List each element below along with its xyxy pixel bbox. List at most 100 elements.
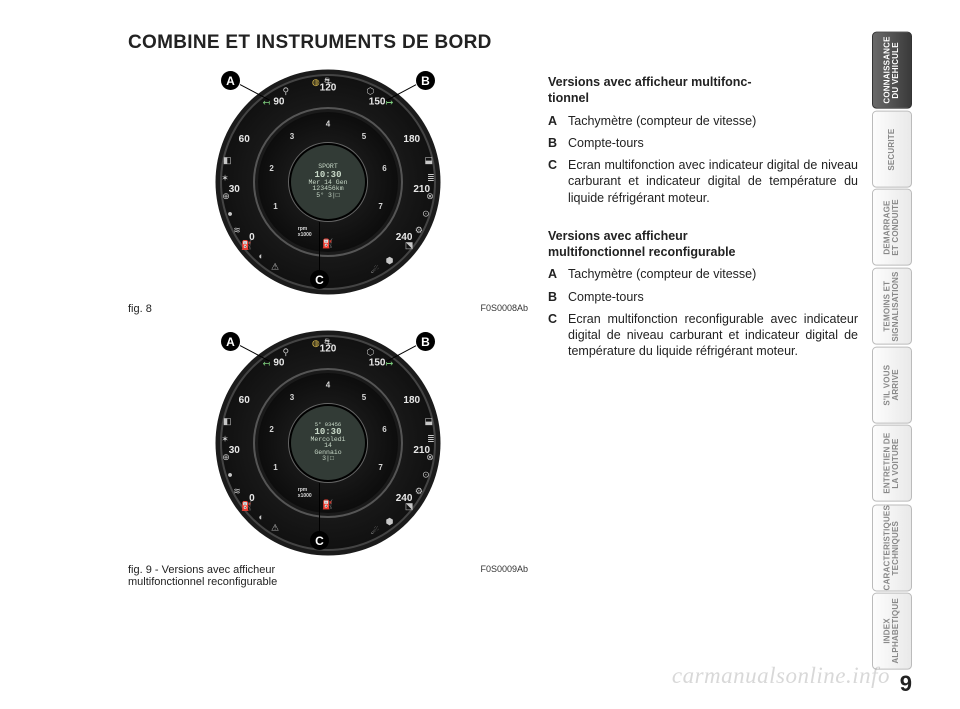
warning-icon: ⚙ xyxy=(413,485,424,496)
page: COMBINE ET INSTRUMENTS DE BORD SPORT 10:… xyxy=(128,32,858,677)
definition-key: A xyxy=(548,113,568,129)
warning-icon: ✶ xyxy=(220,172,231,183)
callout-C-fig8: C xyxy=(310,270,329,289)
warning-icon: ⬢ xyxy=(384,255,395,266)
gauge-fig9: 5° 03456 10:30 Mercoledi 14 Gennaio 3|□ … xyxy=(216,330,441,555)
side-tab[interactable]: CONNAISSANCE DU VEHICULE xyxy=(872,32,912,109)
warning-icon: ☄ xyxy=(369,525,380,536)
warning-icon: ☄ xyxy=(369,264,380,275)
rpm-label: rpm x1000 xyxy=(298,486,312,498)
definition-value: Ecran multifonction avec indicateur digi… xyxy=(568,157,858,206)
definition-item: BCompte-tours xyxy=(548,135,858,151)
definition-key: A xyxy=(548,266,568,282)
warning-icon: ◍ xyxy=(310,338,321,349)
section2-title: Versions avec afficheur multifonctionnel… xyxy=(548,228,858,261)
warning-icon: ⬢ xyxy=(384,516,395,527)
callout-B-fig8: B xyxy=(416,71,435,90)
warning-icon: ⛽ xyxy=(241,500,252,511)
warning-icon: ⬡ xyxy=(365,346,376,357)
definition-item: CEcran multifonction avec indicateur dig… xyxy=(548,157,858,206)
warning-icon: ⚠ xyxy=(270,261,281,272)
rpm-number: 7 xyxy=(378,202,382,211)
warning-icon: ⛽ xyxy=(241,239,252,250)
figure-8-code: F0S0008Ab xyxy=(480,303,528,313)
rpm-number: 1 xyxy=(273,463,277,472)
rpm-number: 4 xyxy=(326,119,330,128)
rpm-number: 6 xyxy=(382,425,386,434)
definition-key: B xyxy=(548,289,568,305)
section1-title: Versions avec afficheur multifonc- tionn… xyxy=(548,74,858,107)
warning-icon: ⚲ xyxy=(280,346,291,357)
warning-icon: ◧ xyxy=(222,416,233,427)
side-tab[interactable]: CARACTERISTIQUES TECHNIQUES xyxy=(872,504,912,591)
definition-key: C xyxy=(548,157,568,206)
speed-number: 150 xyxy=(369,357,386,368)
right-column: Versions avec afficheur multifonc- tionn… xyxy=(548,74,858,677)
speed-number: 90 xyxy=(273,96,284,107)
page-number: 9 xyxy=(900,671,912,697)
side-tabs: CONNAISSANCE DU VEHICULESECURITEDEMARRAG… xyxy=(872,32,912,672)
warning-icon: ◍ xyxy=(310,77,321,88)
rpm-number: 5 xyxy=(362,132,366,141)
side-tab[interactable]: INDEX ALPHABETIQUE xyxy=(872,593,912,670)
warning-icon: ◧ xyxy=(222,155,233,166)
side-tab[interactable]: SECURITE xyxy=(872,111,912,188)
warning-icon: ⊕ xyxy=(221,190,232,201)
rpm-number: 4 xyxy=(326,380,330,389)
section2-list: ATachymètre (compteur de vitesse) BCompte… xyxy=(548,266,858,365)
rpm-number: 1 xyxy=(273,202,277,211)
definition-key: B xyxy=(548,135,568,151)
definition-item: BCompte-tours xyxy=(548,289,858,305)
speed-number: 150 xyxy=(369,96,386,107)
warning-icon: ⬔ xyxy=(404,500,415,511)
warning-icon: ⊗ xyxy=(424,190,435,201)
definition-value: Ecran multifonction reconfigurable avec … xyxy=(568,311,858,360)
definition-value: Compte-tours xyxy=(568,135,858,151)
speed-number: 60 xyxy=(239,133,250,144)
figure-8-canvas: SPORT 10:30 Mer 14 Gen 123456km 5° 3|□ 0… xyxy=(128,64,528,299)
warning-icon: ≋ xyxy=(232,485,243,496)
warning-icon: ⛐ xyxy=(323,76,334,87)
figure-8-caption: fig. 8 xyxy=(128,303,152,315)
rpm-label: rpm x1000 xyxy=(298,225,312,237)
figure-9-canvas: 5° 03456 10:30 Mercoledi 14 Gennaio 3|□ … xyxy=(128,325,528,560)
warning-icon: ⛽ xyxy=(323,238,334,249)
speed-number: 180 xyxy=(403,394,420,405)
warning-icon: ⊗ xyxy=(424,451,435,462)
warning-icon: ⚙ xyxy=(413,224,424,235)
warning-icon: ● xyxy=(225,208,236,219)
figure-9-code: F0S0009Ab xyxy=(480,564,528,574)
warning-icon: ≣ xyxy=(425,172,436,183)
side-tab[interactable]: S'IL VOUS ARRIVE xyxy=(872,347,912,424)
warning-icon: ◐ xyxy=(256,250,267,261)
definition-item: ATachymètre (compteur de vitesse) xyxy=(548,266,858,282)
rpm-number: 2 xyxy=(269,164,273,173)
warning-icon: ≣ xyxy=(425,433,436,444)
callout-B-fig9: B xyxy=(416,332,435,351)
definition-item: CEcran multifonction reconfigurable avec… xyxy=(548,311,858,360)
gauge-fig8: SPORT 10:30 Mer 14 Gen 123456km 5° 3|□ 0… xyxy=(216,69,441,294)
definition-item: ATachymètre (compteur de vitesse) xyxy=(548,113,858,129)
speed-number: 60 xyxy=(239,394,250,405)
warning-icon: ⊕ xyxy=(221,451,232,462)
definition-value: Tachymètre (compteur de vitesse) xyxy=(568,266,858,282)
warning-icon: ✶ xyxy=(220,433,231,444)
warning-icon: ⚠ xyxy=(270,522,281,533)
warning-icon: ⊙ xyxy=(420,208,431,219)
callout-C-fig9: C xyxy=(310,531,329,550)
callout-A-fig8: A xyxy=(221,71,240,90)
side-tab[interactable]: ENTRETIEN DE LA VOITURE xyxy=(872,425,912,502)
side-tab[interactable]: TEMOINS ET SIGNALISATIONS xyxy=(872,268,912,345)
page-title: COMBINE ET INSTRUMENTS DE BORD xyxy=(128,32,528,54)
definition-key: C xyxy=(548,311,568,360)
figure-8: SPORT 10:30 Mer 14 Gen 123456km 5° 3|□ 0… xyxy=(128,64,528,315)
warning-icon: ⬓ xyxy=(423,155,434,166)
rpm-number: 3 xyxy=(290,393,294,402)
lcd-display-fig8: SPORT 10:30 Mer 14 Gen 123456km 5° 3|□ xyxy=(291,145,365,219)
side-tab[interactable]: DEMARRAGE ET CONDUITE xyxy=(872,189,912,266)
warning-icon: ◐ xyxy=(256,511,267,522)
rpm-number: 7 xyxy=(378,463,382,472)
warning-icon: ● xyxy=(225,469,236,480)
rpm-number: 5 xyxy=(362,393,366,402)
warning-icon: ⬓ xyxy=(423,416,434,427)
